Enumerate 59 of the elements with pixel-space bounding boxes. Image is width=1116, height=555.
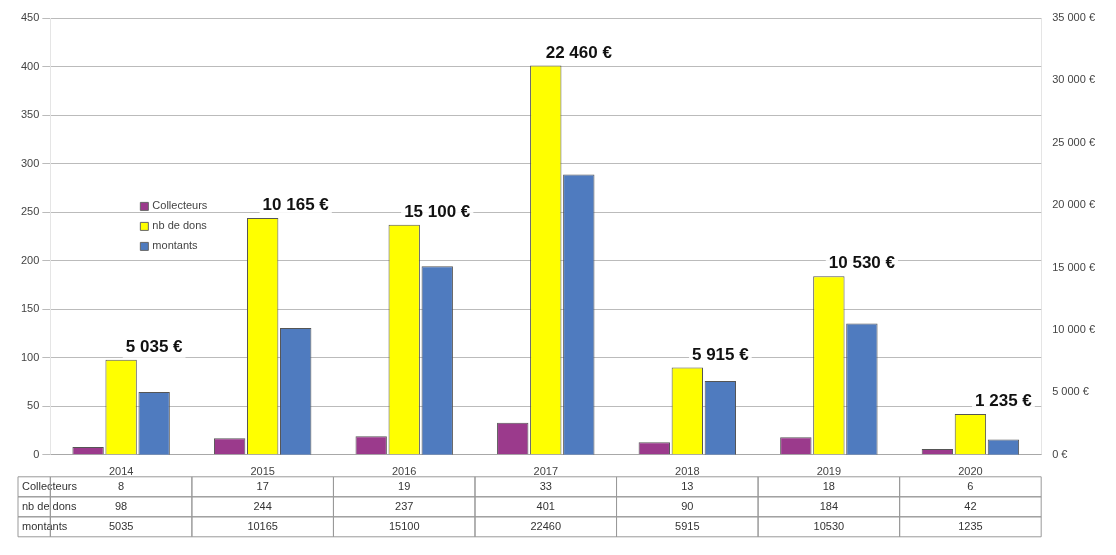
y-tick-label: 150: [20, 302, 40, 315]
data-label: 17: [256, 479, 269, 492]
x-tick-label: 2016: [391, 465, 417, 478]
data-label: 98: [115, 499, 128, 512]
legend-label: nb de dons: [152, 219, 208, 232]
y-tick-label: 400: [20, 59, 40, 72]
text: nb de dons: [22, 499, 77, 512]
x-tick-label: 2017: [533, 465, 559, 478]
data-label: 8: [118, 479, 125, 492]
x-tick-label: 2014: [108, 465, 134, 478]
y2-tick-label: 35 000 €: [1052, 11, 1096, 24]
data-label: 13: [681, 479, 694, 492]
data-label: 15100: [388, 519, 420, 532]
data-label: 22460: [530, 519, 562, 532]
y-tick-label: 300: [20, 156, 40, 169]
x-tick-label: 2015: [250, 465, 275, 478]
y-tick-label: 200: [20, 253, 40, 266]
data-label: 10530: [813, 519, 845, 532]
text: Collecteurs: [22, 479, 78, 492]
data-label: 237: [395, 499, 414, 512]
annotation: 5 915 €: [691, 344, 750, 364]
y2-tick-label: 5 000 €: [1052, 385, 1089, 398]
annotation: 5 035 €: [125, 336, 184, 356]
y2-tick-label: 30 000 €: [1052, 73, 1096, 86]
data-label: 6: [967, 479, 974, 492]
annotation: 10 530 €: [828, 253, 896, 273]
y2-tick-label: 10 000 €: [1052, 323, 1096, 336]
data-label: 401: [536, 499, 555, 512]
data-label: 42: [964, 499, 977, 512]
data-label: 1235: [958, 519, 983, 532]
x-tick-label: 2019: [816, 465, 842, 478]
y-tick-label: 50: [27, 399, 40, 412]
data-label: 90: [681, 499, 694, 512]
legend-label: montants: [152, 239, 199, 252]
data-label: 18: [822, 479, 835, 492]
y2-tick-label: 20 000 €: [1052, 198, 1096, 211]
data-label: 19: [398, 479, 411, 492]
y-tick-label: 450: [20, 11, 40, 24]
data-label: 244: [253, 499, 272, 512]
data-label: 184: [819, 499, 839, 512]
y-tick-label: 100: [20, 350, 40, 363]
y2-tick-label: 25 000 €: [1052, 135, 1096, 148]
y2-tick-label: 15 000 €: [1052, 260, 1096, 273]
y-tick-label: 350: [20, 108, 40, 121]
data-label: 33: [539, 479, 552, 492]
y2-tick-label: 0 €: [1052, 447, 1068, 460]
y-tick-label: 250: [20, 205, 40, 218]
data-label: 10165: [247, 519, 278, 532]
text: montants: [22, 519, 68, 532]
legend-label: Collecteurs: [152, 199, 208, 212]
y-tick-label: 0: [33, 447, 40, 460]
annotation: 22 460 €: [545, 42, 613, 62]
annotation: 1 235 €: [975, 391, 1033, 411]
annotation: 10 165 €: [262, 195, 330, 215]
x-tick-label: 2020: [958, 465, 983, 478]
data-label: 5915: [675, 519, 700, 532]
x-tick-label: 2018: [675, 465, 700, 478]
data-label: 5035: [108, 519, 134, 532]
annotation: 15 100 €: [404, 201, 471, 221]
